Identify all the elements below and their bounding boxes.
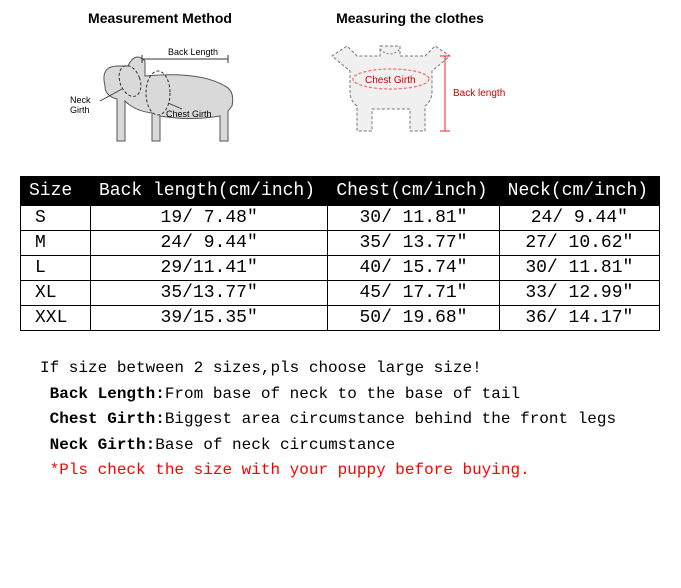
col-chest: Chest(cm/inch) xyxy=(328,177,499,206)
diagram-title-left: Measurement Method xyxy=(88,10,232,26)
size-table-body: S19/ 7.48"30/ 11.81"24/ 9.44" M24/ 9.44"… xyxy=(21,206,660,331)
diagram-title-right: Measuring the clothes xyxy=(336,10,484,26)
notes-block: If size between 2 sizes,pls choose large… xyxy=(20,356,661,484)
table-row: L29/11.41"40/ 15.74"30/ 11.81" xyxy=(21,256,660,281)
clothes-diagram-svg: Chest Girth Back length xyxy=(310,31,510,161)
col-neck: Neck(cm/inch) xyxy=(499,177,659,206)
label-back-length: Back Length xyxy=(168,47,218,57)
table-row: XL35/13.77"45/ 17.71"33/ 12.99" xyxy=(21,281,660,306)
label-chest-girth: Chest Girth xyxy=(166,109,212,119)
note-choose-large: If size between 2 sizes,pls choose large… xyxy=(40,356,661,382)
size-table-head: Size Back length(cm/inch) Chest(cm/inch)… xyxy=(21,177,660,206)
col-size: Size xyxy=(21,177,91,206)
dog-diagram-svg: Back Length Neck Girth Chest Girth xyxy=(50,31,270,161)
diagram-measuring-clothes: Measuring the clothes Chest Girth Back l… xyxy=(310,10,510,161)
label-chest-girth-r: Chest Girth xyxy=(365,75,416,86)
table-row: S19/ 7.48"30/ 11.81"24/ 9.44" xyxy=(21,206,660,231)
label-neck-girth-1: Neck xyxy=(70,95,91,105)
size-table: Size Back length(cm/inch) Chest(cm/inch)… xyxy=(20,176,660,331)
table-row: XXL39/15.35"50/ 19.68"36/ 14.17" xyxy=(21,306,660,331)
note-def-neck: Neck Girth:Base of neck circumstance xyxy=(40,433,661,459)
table-row: M24/ 9.44"35/ 13.77"27/ 10.62" xyxy=(21,231,660,256)
label-back-length-r: Back length xyxy=(453,88,505,99)
note-def-chest: Chest Girth:Biggest area circumstance be… xyxy=(40,407,661,433)
diagram-row: Measurement Method Back Length Neck Girt… xyxy=(20,10,661,161)
note-def-back: Back Length:From base of neck to the bas… xyxy=(40,382,661,408)
diagram-measurement-method: Measurement Method Back Length Neck Girt… xyxy=(50,10,270,161)
note-warning: *Pls check the size with your puppy befo… xyxy=(40,458,661,484)
col-back: Back length(cm/inch) xyxy=(91,177,328,206)
label-neck-girth-2: Girth xyxy=(70,105,90,115)
